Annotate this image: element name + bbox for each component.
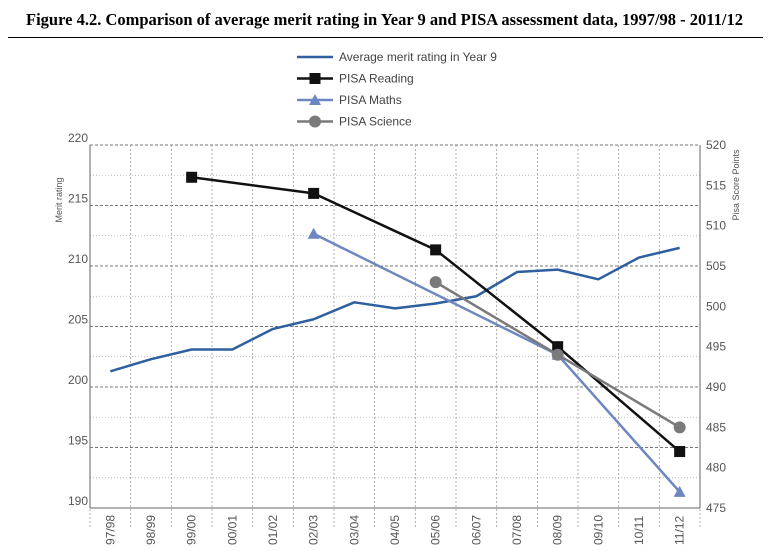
- x-tick-label: 02/03: [307, 515, 321, 545]
- legend-marker-pisa-maths: [309, 94, 321, 105]
- y2-tick-label: 495: [706, 340, 726, 354]
- x-tick-label: 03/04: [347, 515, 361, 545]
- y-tick-label: 205: [68, 313, 88, 327]
- y2-tick-label: 490: [706, 380, 726, 394]
- legend-marker-pisa-reading: [309, 73, 321, 84]
- x-tick-label: 99/00: [185, 515, 199, 545]
- x-tick-label: 00/01: [225, 515, 239, 545]
- y2-tick-label: 520: [706, 138, 726, 152]
- y-tick-label: 195: [68, 434, 88, 448]
- y2-tick-label: 475: [706, 501, 726, 515]
- series-line-average-merit-rating-in-year-9: [109, 246, 680, 373]
- x-tick-label: 01/02: [266, 515, 280, 545]
- data-point-pisa-reading: [674, 446, 686, 458]
- x-tick-label: 97/98: [103, 515, 117, 545]
- y2-axis-label: Pisa Score Points: [731, 149, 741, 221]
- y2-tick-label: 485: [706, 420, 726, 434]
- data-point-pisa-science: [429, 276, 442, 289]
- data-point-pisa-science: [673, 421, 686, 434]
- title-divider: [8, 37, 763, 38]
- y2-tick-label: 510: [706, 219, 726, 233]
- x-tick-label: 05/06: [429, 515, 443, 545]
- y-tick-label: 200: [68, 373, 88, 387]
- x-tick-label: 08/09: [551, 515, 565, 545]
- y2-tick-label: 500: [706, 299, 726, 313]
- x-tick-label: 11/12: [673, 516, 687, 545]
- legend-label-pisa-reading: PISA Reading: [339, 72, 414, 86]
- legend-marker-pisa-science: [309, 115, 321, 128]
- data-point-pisa-maths: [307, 227, 320, 239]
- legend-label-average-merit-rating-in-year-9: Average merit rating in Year 9: [339, 50, 497, 64]
- x-tick-label: 98/99: [144, 515, 158, 545]
- y2-tick-label: 505: [706, 259, 726, 273]
- data-point-pisa-reading: [308, 187, 320, 199]
- legend-label-pisa-maths: PISA Maths: [339, 93, 402, 107]
- data-point-pisa-maths: [673, 485, 686, 497]
- data-point-pisa-science: [551, 348, 564, 361]
- x-tick-label: 06/07: [469, 515, 483, 545]
- figure-title: Figure 4.2. Comparison of average merit …: [26, 10, 743, 29]
- x-tick-label: 09/10: [591, 515, 605, 545]
- data-point-pisa-reading: [552, 341, 564, 353]
- y-tick-label: 210: [68, 252, 88, 266]
- legend-label-pisa-science: PISA Science: [339, 115, 412, 129]
- y-tick-label: 215: [68, 192, 88, 206]
- y2-tick-label: 515: [706, 178, 726, 192]
- data-point-pisa-reading: [186, 171, 198, 183]
- y2-tick-label: 480: [706, 461, 726, 475]
- y-tick-label: 220: [68, 131, 88, 145]
- data-point-pisa-reading: [430, 244, 442, 256]
- y-tick-label: 190: [68, 494, 88, 508]
- x-tick-label: 07/08: [510, 515, 524, 545]
- x-tick-label: 04/05: [388, 515, 402, 545]
- y-axis-label: Merit rating: [54, 177, 64, 222]
- x-tick-label: 10/11: [632, 516, 646, 545]
